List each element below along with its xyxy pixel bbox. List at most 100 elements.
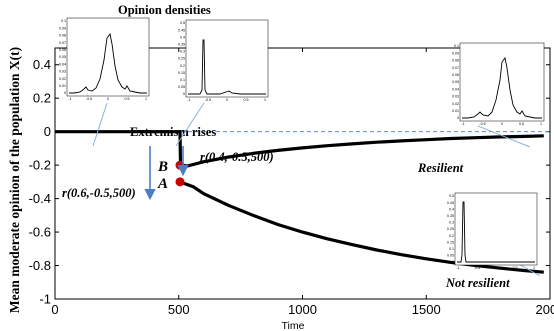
inset-x-tick-label: 1 [533, 266, 535, 270]
inset-y-tick-label: 0 [452, 260, 454, 264]
marker-label-B: B [157, 159, 168, 175]
density-curve [188, 39, 266, 95]
x-axis: 0500100015002000 [51, 48, 554, 317]
inset-x-tick-label: 0 [107, 97, 109, 101]
inset-y-tick-label: 0 [457, 116, 459, 120]
inset-y-tick-label: 0.1 [449, 247, 454, 251]
inset-x-tick-label: -1 [461, 122, 464, 126]
inset-y-tick-label: 0.02 [452, 102, 459, 106]
inset-x-tick-label: 0 [226, 98, 228, 102]
inset-y-tick-label: 0.25 [447, 227, 454, 231]
x-tick-label: 500 [168, 302, 190, 317]
inset-x-tick-label: 0.5 [513, 266, 518, 270]
inset-y-tick-label: 0.05 [178, 85, 185, 89]
inset-y-tick-label: 0.05 [452, 80, 459, 84]
arrow-inset-3 [477, 125, 531, 148]
inset-x-tick-label: 0.5 [125, 97, 130, 101]
y-tick-label: -0.6 [29, 225, 51, 240]
inset-y-tick-label: 0.08 [59, 34, 66, 38]
inset-x-tick-label: -0.5 [205, 98, 211, 102]
inset-y-tick-label: 0.05 [447, 254, 454, 258]
y-tick-label: -0.4 [29, 191, 51, 206]
inset-y-tick-label: 0.01 [59, 84, 66, 88]
inset-y-tick-label: 0.5 [449, 194, 454, 198]
inset-y-tick-label: 0.05 [59, 55, 66, 59]
inset-y-tick-label: 0.09 [452, 51, 459, 55]
inset-y-tick-label: 0.1 [454, 44, 459, 48]
inset-x-tick-label: -0.5 [86, 97, 92, 101]
y-tick-label: 0.2 [33, 91, 51, 106]
density-inset-unimodal-initial [66, 17, 150, 97]
inset-y-tick-label: 0.15 [178, 71, 185, 75]
inset-y-tick-label: 0 [183, 92, 185, 96]
inset-y-tick-label: 0.3 [180, 50, 185, 54]
inset-y-tick-label: 0.2 [180, 64, 185, 68]
x-tick-label: 0 [51, 302, 58, 317]
density-inset-not-resilient [454, 192, 538, 266]
inset-y-tick-label: 0.08 [452, 59, 459, 63]
arrow-inset-1 [92, 102, 108, 147]
inset-y-tick-label: 0.4 [449, 207, 454, 211]
x-tick-label: 1500 [412, 302, 441, 317]
inset-y-tick-label: 0.45 [178, 28, 185, 32]
y-tick-label: -0.8 [29, 258, 51, 273]
inset-x-tick-label: 1 [540, 122, 542, 126]
inset-x-tick-label: 1 [145, 97, 147, 101]
density-curve [462, 56, 542, 119]
opinion-densities-label: Opinion densities [118, 3, 211, 17]
inset-y-tick-label: 0.09 [59, 26, 66, 30]
y-axis-title: Mean moderate opinion of the population … [7, 47, 22, 313]
series-line-2 [179, 180, 544, 274]
density-curve [457, 201, 535, 263]
inset-x-tick-label: -1 [68, 97, 71, 101]
inset-y-tick-label: 0.3 [449, 221, 454, 225]
not-resilient-label: Not resilient [445, 276, 510, 290]
inset-y-tick-label: 0.03 [452, 95, 459, 99]
density-inset-extreme-initial [185, 19, 269, 98]
inset-y-tick-label: 0.06 [59, 48, 66, 52]
extremism-rises-label: Extremism rises [130, 125, 216, 139]
x-tick-label: 1000 [288, 302, 317, 317]
inset-y-tick-label: 0.07 [59, 41, 66, 45]
inset-y-tick-label: 0.07 [452, 66, 459, 70]
resilient-label: Resilient [417, 161, 464, 175]
x-tick-label: 2000 [536, 302, 554, 317]
inset-x-tick-label: -1 [187, 98, 190, 102]
arrow-inset-2 [175, 102, 205, 147]
inset-y-tick-label: 0.02 [59, 77, 66, 81]
r1-label: r(0.4,-0.5,500) [200, 150, 274, 164]
inset-x-tick-label: -0.5 [474, 266, 480, 270]
x-axis-title: Time [282, 320, 305, 331]
inset-x-tick-label: 0 [501, 122, 503, 126]
inset-y-tick-label: 0.2 [449, 234, 454, 238]
inset-y-tick-label: 0.04 [452, 87, 459, 91]
inset-y-tick-label: 0.5 [180, 21, 185, 25]
y-tick-label: 0 [44, 124, 51, 139]
inset-y-tick-label: 0.35 [447, 214, 454, 218]
y-tick-label: -0.2 [29, 158, 51, 173]
marker-point-A [175, 177, 185, 187]
inset-y-tick-label: 0.15 [447, 240, 454, 244]
inset-y-tick-label: 0.04 [59, 62, 66, 66]
inset-y-tick-label: 0.03 [59, 70, 66, 74]
r2-label: r(0.6,-0.5,500) [62, 186, 136, 200]
inset-x-tick-label: 0.5 [519, 122, 524, 126]
density-curve [69, 32, 147, 94]
inset-x-tick-label: 1 [264, 98, 266, 102]
inset-y-tick-label: 0.01 [452, 109, 459, 113]
inset-y-tick-label: 0.06 [452, 73, 459, 77]
marker-label-A: A [157, 176, 168, 192]
inset-y-tick-label: 0.35 [178, 43, 185, 47]
inset-y-tick-label: 0.45 [447, 201, 454, 205]
inset-y-tick-label: 0 [64, 91, 66, 95]
inset-x-tick-label: -1 [456, 266, 459, 270]
inset-y-tick-label: 0.4 [180, 35, 185, 39]
inset-x-tick-label: 0.5 [244, 98, 249, 102]
inset-x-tick-label: -0.5 [479, 122, 485, 126]
inset-x-tick-label: 0 [495, 266, 497, 270]
inset-y-tick-label: 0.25 [178, 57, 185, 61]
y-tick-label: 0.4 [33, 57, 51, 72]
inset-y-tick-label: 0.1 [180, 78, 185, 82]
y-tick-label: -1 [39, 292, 51, 307]
